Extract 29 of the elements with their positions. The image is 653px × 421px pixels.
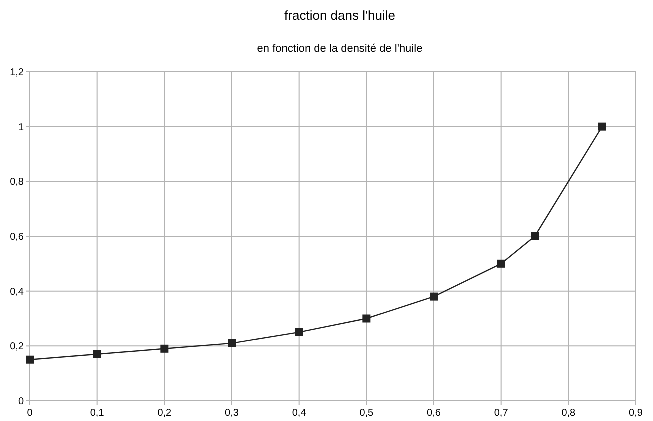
x-tick-label: 0,5 — [360, 408, 374, 419]
x-tick-label: 0,2 — [158, 408, 172, 419]
y-tick-label: 0 — [18, 396, 24, 408]
x-tick-label: 0,4 — [292, 408, 307, 419]
y-tick-label: 0,4 — [10, 286, 24, 298]
y-tick-label: 0,6 — [10, 232, 24, 243]
y-tick-label: 1 — [18, 122, 24, 134]
point — [93, 350, 102, 358]
point — [430, 292, 438, 301]
x-tick-label: 0,7 — [494, 408, 509, 419]
y-tick-label: 1,2 — [10, 68, 24, 78]
point — [228, 339, 236, 348]
point — [362, 314, 371, 323]
point — [531, 232, 539, 240]
x-tick-label: 0,3 — [225, 408, 240, 419]
point — [598, 122, 606, 131]
point — [26, 356, 34, 364]
point — [295, 328, 304, 336]
y-tick-label: 0,2 — [10, 342, 24, 353]
x-tick-label: 0,1 — [90, 408, 105, 419]
x-tick-label: 0 — [27, 408, 34, 419]
point — [497, 260, 506, 268]
x-tick-label: 0,9 — [629, 408, 644, 419]
x-tick-label: 0,6 — [427, 408, 442, 419]
x-tick-label: 0,8 — [562, 408, 576, 419]
chart-title: fraction dans l'huile — [284, 8, 396, 23]
y-tick-label: 0,8 — [10, 177, 24, 188]
point — [160, 344, 169, 353]
chart-subtitle: en fonction de la densité de l'huile — [257, 43, 423, 55]
